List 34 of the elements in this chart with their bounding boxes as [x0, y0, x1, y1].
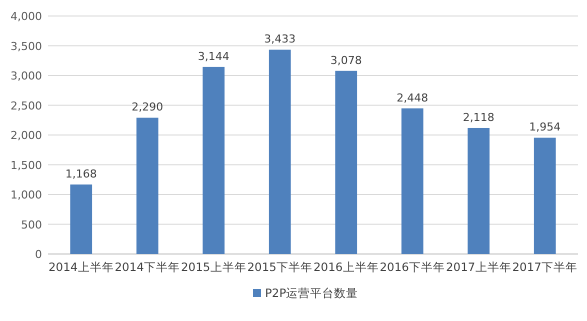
bar — [136, 118, 158, 254]
y-tick-label: 2,500 — [10, 99, 42, 112]
text: 1,168 — [65, 168, 97, 181]
x-tick-label: 2016上半年 — [313, 260, 379, 274]
bar — [534, 138, 556, 254]
x-tick-label: 2015上半年 — [180, 260, 246, 274]
text: 3,144 — [198, 50, 230, 63]
bar — [268, 50, 291, 254]
y-tick-label: 1,000 — [10, 188, 42, 202]
legend-label: P2P运营平台数量 — [265, 286, 358, 300]
bar — [401, 108, 424, 254]
text: 2,448 — [396, 91, 428, 104]
y-tick-label: 0 — [35, 248, 42, 261]
y-tick-label: 3,000 — [10, 70, 42, 82]
y-tick-label: 1,500 — [10, 158, 42, 172]
x-tick-label: 2016下半年 — [380, 260, 446, 274]
bar — [202, 66, 225, 254]
x-tick-label: 2015下半年 — [247, 260, 313, 274]
bar — [335, 70, 358, 254]
x-tick-label: 2017下半年 — [512, 260, 578, 274]
y-tick-label: 2,000 — [10, 129, 42, 142]
x-tick-label: 2014上半年 — [48, 260, 114, 274]
y-tick-label: 3,500 — [10, 40, 42, 53]
bar — [468, 128, 490, 254]
text: 1,954 — [529, 120, 561, 134]
y-tick-label: 4,000 — [10, 10, 42, 23]
y-tick-label: 500 — [21, 218, 42, 232]
text: 3,433 — [264, 32, 296, 46]
bar — [70, 184, 92, 254]
text: 2,290 — [132, 100, 164, 114]
text: 3,078 — [330, 54, 362, 67]
x-tick-label: 2014下半年 — [114, 260, 180, 274]
text: 2,118 — [462, 110, 494, 124]
x-tick-label: 2017上半年 — [446, 260, 512, 274]
